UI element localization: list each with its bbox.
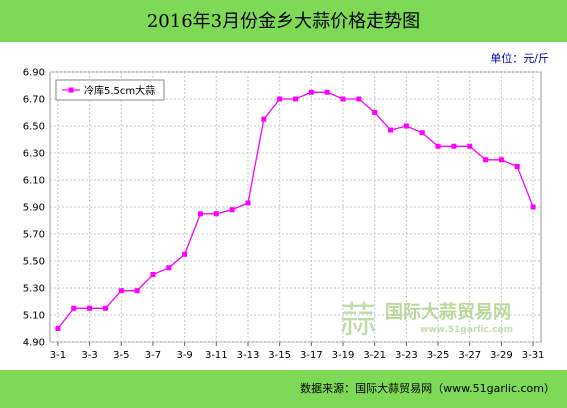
- y-tick-label: 5.70: [23, 230, 45, 241]
- x-tick-label: 3-31: [522, 350, 545, 361]
- data-point: [340, 96, 346, 102]
- data-source: 数据来源：国际大蒜贸易网（www.51garlic.com）: [300, 382, 555, 395]
- watermark-text: 国际大蒜贸易网: [385, 301, 511, 323]
- watermark: 蒜 国际大蒜贸易网 www.51garlic.com: [340, 300, 513, 341]
- x-tick-label: 3-7: [145, 350, 161, 361]
- x-tick-label: 3-5: [113, 350, 129, 361]
- data-point: [451, 143, 457, 149]
- grid: [49, 71, 542, 343]
- data-point: [277, 96, 283, 102]
- data-point: [467, 143, 473, 149]
- x-tick-label: 3-27: [458, 350, 481, 361]
- x-tick-label: 3-3: [81, 350, 97, 361]
- data-point: [229, 207, 235, 213]
- data-point: [356, 96, 362, 102]
- y-tick-label: 5.50: [23, 257, 45, 268]
- x-tick-label: 3-19: [332, 350, 355, 361]
- series-line: [57, 91, 534, 329]
- y-tick-label: 6.30: [23, 149, 45, 160]
- x-tick-label: 3-11: [205, 350, 228, 361]
- data-point: [483, 157, 489, 163]
- series: [55, 89, 536, 331]
- data-point: [293, 96, 298, 102]
- data-point: [498, 157, 504, 163]
- y-axis-ticks: 4.90 5.10 5.30 5.50 5.70 5.90 6.10 6.30 6.50 6.70…: [23, 68, 45, 349]
- data-point: [372, 110, 378, 115]
- data-point: [245, 200, 251, 206]
- unit-label: 单位：元/斤: [490, 52, 549, 65]
- x-tick-label: 3-29: [490, 350, 513, 361]
- chart-title: 2016年3月份金乡大蒜价格走势图: [146, 11, 421, 32]
- x-tick-label: 3-1: [50, 350, 66, 361]
- data-point: [102, 305, 108, 311]
- line-chart: 蒜 国际大蒜贸易网 www.51garlic.com 4.90 5.10 5.30 5…: [23, 68, 545, 362]
- data-point: [388, 127, 394, 133]
- watermark-url: www.51garlic.com: [420, 325, 513, 335]
- data-point: [182, 251, 188, 257]
- x-tick-label: 3-15: [268, 350, 291, 361]
- x-tick-label: 3-21: [363, 350, 386, 361]
- data-point: [118, 288, 124, 294]
- data-point: [150, 272, 156, 277]
- legend-swatch-marker: [68, 87, 74, 93]
- data-point: [403, 123, 409, 129]
- y-tick-label: 6.90: [23, 68, 45, 79]
- y-tick-label: 5.90: [23, 203, 45, 214]
- legend-box: [55, 79, 165, 101]
- data-point: [55, 326, 61, 331]
- y-tick-label: 6.70: [23, 95, 45, 106]
- data-point: [324, 89, 330, 95]
- x-axis-ticks: 3-1 3-3 3-5 3-7 3-9 3-11 3-13 3-15 3-17 3-19 3-21 3…: [50, 342, 545, 361]
- data-point: [87, 305, 93, 311]
- y-tick-label: 4.90: [23, 338, 45, 349]
- legend-label: 冷库5.5cm大蒜: [84, 84, 155, 97]
- x-tick-label: 3-9: [176, 350, 192, 361]
- data-point: [261, 116, 267, 122]
- y-tick-label: 5.30: [23, 284, 45, 295]
- y-tick-label: 5.10: [23, 311, 45, 322]
- data-point: [166, 265, 172, 271]
- title-bar: 2016年3月份金乡大蒜价格走势图: [0, 0, 567, 42]
- data-point: [134, 288, 140, 294]
- x-tick-label: 3-17: [300, 350, 323, 361]
- legend: 冷库5.5cm大蒜: [55, 79, 165, 101]
- x-tick-label: 3-23: [395, 350, 418, 361]
- data-point: [435, 143, 441, 149]
- y-tick-label: 6.50: [23, 122, 45, 133]
- data-point: [530, 204, 536, 210]
- data-point: [308, 89, 314, 95]
- data-point: [197, 211, 203, 217]
- x-tick-label: 3-25: [427, 350, 450, 361]
- data-point: [419, 130, 425, 136]
- footer-bar: 数据来源：国际大蒜贸易网（www.51garlic.com）: [0, 370, 567, 408]
- data-point: [213, 211, 219, 217]
- data-point: [514, 164, 520, 169]
- watermark-logo-icon: 蒜: [340, 300, 376, 341]
- y-tick-label: 6.10: [23, 176, 45, 187]
- x-tick-label: 3-13: [237, 350, 260, 361]
- data-point: [71, 305, 77, 311]
